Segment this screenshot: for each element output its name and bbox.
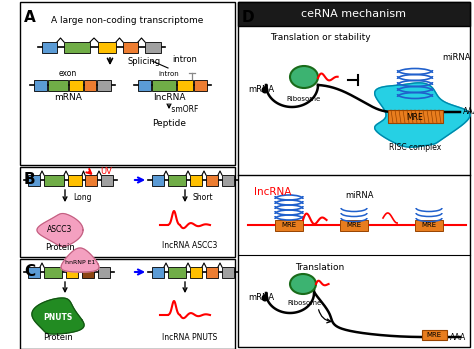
Bar (48, 80, 68, 91)
Bar (123, 42, 138, 53)
Bar (101, 175, 113, 186)
Bar (44, 175, 64, 186)
Bar (152, 175, 164, 186)
Text: Peptide: Peptide (152, 119, 186, 128)
Text: A: A (24, 10, 36, 25)
Text: PNUTS: PNUTS (44, 313, 73, 322)
Text: lncRNA: lncRNA (153, 92, 185, 102)
Bar (145, 42, 161, 53)
Bar (34, 80, 47, 91)
Text: ASCC3: ASCC3 (47, 224, 73, 233)
Text: MRE: MRE (346, 222, 362, 228)
Bar (190, 267, 202, 278)
Text: Splicing: Splicing (128, 57, 161, 66)
Text: intron: intron (159, 71, 179, 77)
Text: AAA: AAA (463, 107, 474, 117)
Bar (415, 220, 443, 231)
Bar (20, 2, 235, 165)
Text: lncRNA PNUTS: lncRNA PNUTS (163, 333, 218, 342)
Bar (190, 175, 202, 186)
Bar (238, 2, 470, 347)
Text: MRE: MRE (282, 222, 297, 228)
Bar (275, 220, 303, 231)
Bar (206, 175, 218, 186)
Bar (388, 110, 443, 123)
Text: mRNA: mRNA (248, 86, 274, 95)
Text: Translation or stability: Translation or stability (270, 34, 370, 43)
Bar (28, 175, 40, 186)
Bar (69, 80, 83, 91)
Text: Long: Long (73, 193, 91, 201)
Bar (64, 42, 90, 53)
Text: ceRNA mechanism: ceRNA mechanism (301, 9, 407, 19)
Bar (20, 259, 235, 349)
Bar (98, 42, 116, 53)
Text: exon: exon (59, 69, 77, 79)
Bar (97, 80, 111, 91)
Text: smORF: smORF (169, 105, 199, 114)
Text: miRNA: miRNA (442, 53, 471, 62)
Text: Ribosome: Ribosome (287, 96, 321, 102)
Text: lncRNA ASCC3: lncRNA ASCC3 (162, 240, 218, 250)
Bar (422, 330, 447, 340)
Bar (222, 267, 234, 278)
Text: Protein: Protein (45, 244, 75, 252)
Text: RISC complex: RISC complex (389, 143, 441, 153)
Bar (84, 80, 96, 91)
Text: Ribosome: Ribosome (288, 300, 322, 306)
Text: Short: Short (193, 193, 214, 201)
Bar (152, 80, 176, 91)
Text: MRE: MRE (421, 222, 437, 228)
Bar (152, 267, 164, 278)
Text: C: C (24, 264, 35, 279)
Bar (168, 175, 186, 186)
Text: B: B (24, 172, 36, 187)
Text: lncRNA: lncRNA (254, 187, 292, 197)
Polygon shape (374, 83, 470, 147)
Bar (177, 80, 193, 91)
Text: mRNA: mRNA (248, 294, 274, 303)
Bar (20, 167, 235, 257)
Bar (66, 267, 78, 278)
Bar (85, 175, 97, 186)
Bar (340, 220, 368, 231)
Polygon shape (61, 248, 99, 272)
Bar (44, 267, 62, 278)
Bar (42, 42, 57, 53)
Bar (98, 267, 110, 278)
Text: Translation: Translation (295, 263, 345, 273)
Bar (206, 267, 218, 278)
Ellipse shape (262, 87, 268, 94)
Bar (138, 80, 151, 91)
Text: intron: intron (172, 54, 197, 64)
Polygon shape (37, 214, 83, 246)
Bar (222, 175, 234, 186)
Text: AAA: AAA (450, 333, 466, 342)
Text: mRNA: mRNA (54, 92, 82, 102)
Bar (168, 267, 186, 278)
Text: MRE: MRE (427, 332, 442, 338)
Text: hnRNP E1: hnRNP E1 (65, 260, 95, 265)
Bar (238, 2, 470, 26)
Text: A large non-coding transcriptome: A large non-coding transcriptome (51, 16, 203, 25)
Bar (68, 175, 82, 186)
Text: Protein: Protein (43, 333, 73, 342)
Ellipse shape (262, 295, 268, 302)
Polygon shape (32, 298, 84, 334)
Ellipse shape (290, 66, 318, 88)
Bar (194, 80, 207, 91)
Ellipse shape (290, 274, 316, 294)
Text: UV: UV (100, 168, 112, 177)
Text: MRE: MRE (407, 112, 423, 121)
Bar (82, 267, 94, 278)
Text: D: D (242, 10, 255, 25)
Text: miRNA: miRNA (346, 192, 374, 200)
Bar (28, 267, 40, 278)
